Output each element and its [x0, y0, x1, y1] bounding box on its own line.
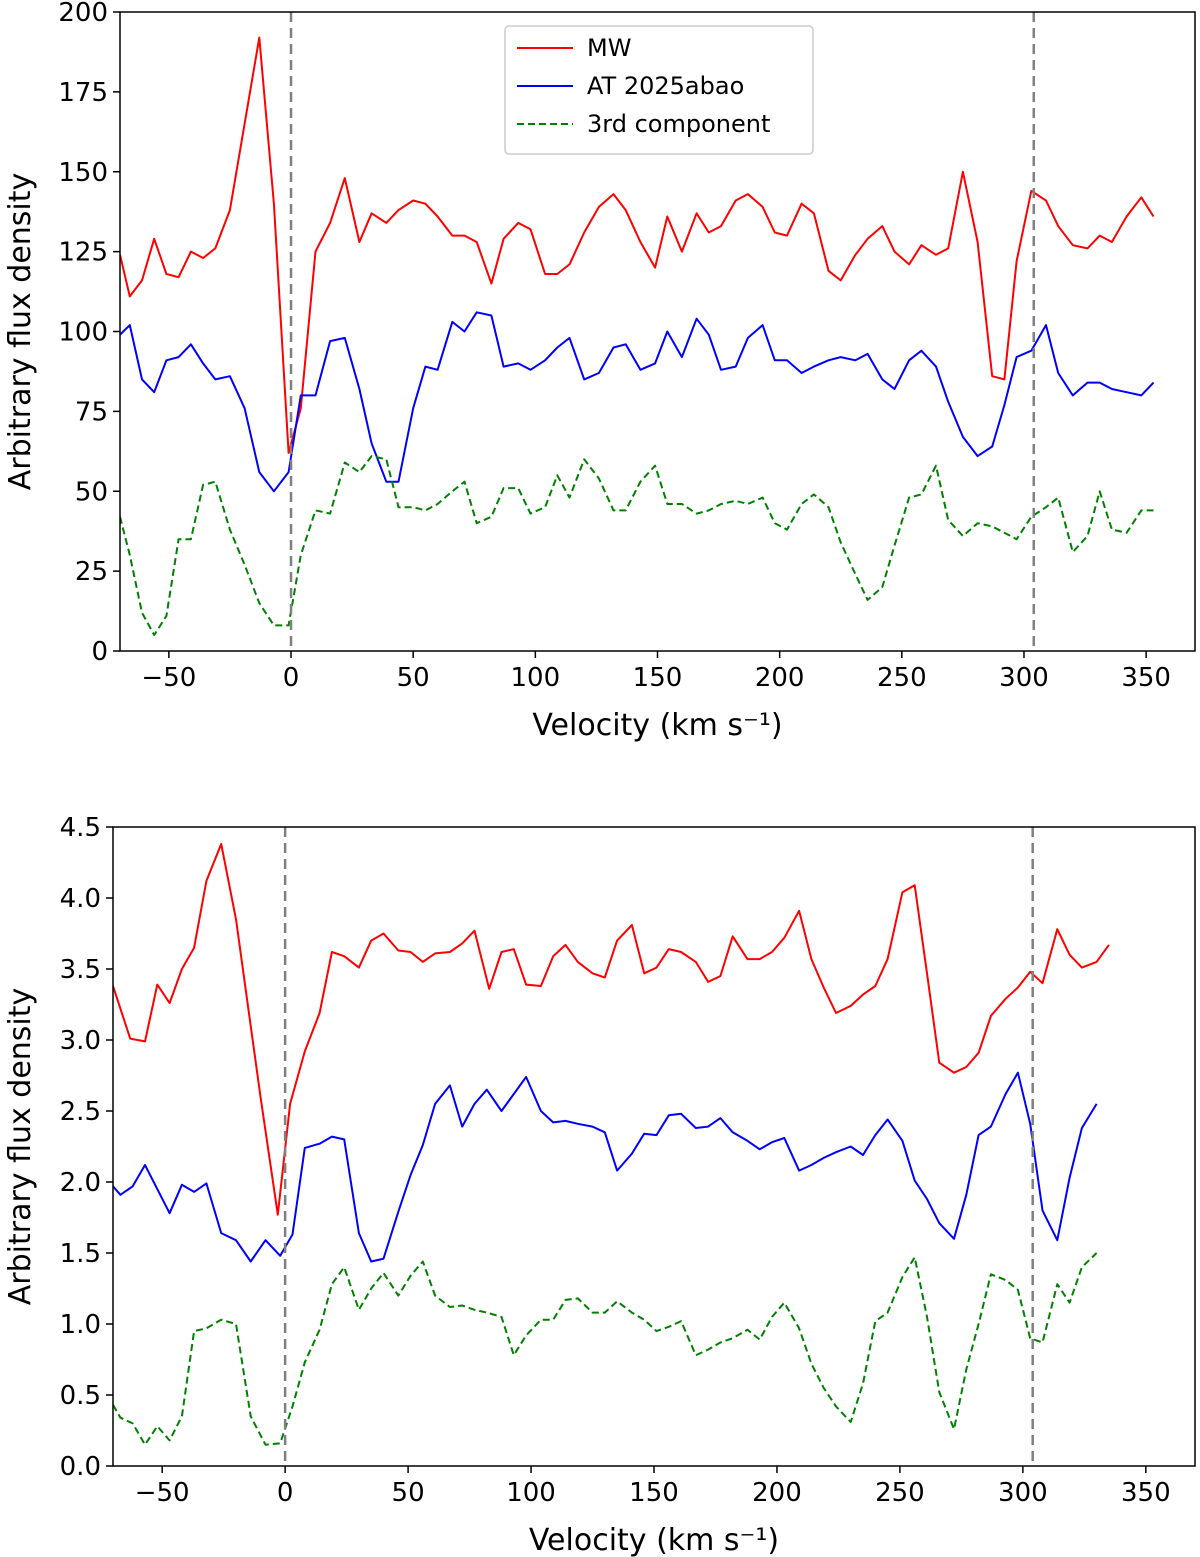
series-line-2 — [113, 1252, 1098, 1446]
x-tick-label: 50 — [392, 1478, 425, 1508]
y-axis-label: Arbitrary flux density — [3, 173, 38, 491]
series-lines — [113, 843, 1110, 1446]
x-tick-label: 250 — [877, 663, 927, 693]
legend-label: MW — [587, 34, 631, 62]
y-tick-label: 75 — [75, 397, 108, 427]
x-tick-label: 250 — [875, 1478, 925, 1508]
y-tick-label: 4.0 — [60, 884, 101, 914]
top-velocity-chart: −50 0 50 100 150 200 250 300 350 0 25 50 75 100 125 150… — [3, 0, 1196, 743]
y-tick-label: 3.0 — [60, 1026, 101, 1056]
series-line-1 — [113, 1071, 1098, 1263]
y-tick-label: 3.5 — [60, 955, 101, 985]
series-line-3rd-component — [120, 455, 1154, 636]
x-tick-label: 200 — [752, 1478, 802, 1508]
x-tick-label: −50 — [141, 663, 196, 693]
y-tick-label: 1.0 — [60, 1310, 101, 1340]
y-tick-label: 175 — [58, 78, 108, 108]
y-tick-label: 125 — [58, 238, 108, 268]
legend-label: 3rd component — [587, 110, 770, 138]
legend-label: AT 2025abao — [587, 72, 744, 100]
x-tick-label: 150 — [633, 663, 683, 693]
y-tick-label: 0.5 — [60, 1381, 101, 1411]
y-tick-label: 4.5 — [60, 813, 101, 843]
x-tick-label: 350 — [1121, 663, 1171, 693]
y-tick-label: 1.5 — [60, 1239, 101, 1269]
y-tick-label: 50 — [75, 477, 108, 507]
y-tick-label: 100 — [58, 318, 108, 348]
x-tick-label: 50 — [397, 663, 430, 693]
legend: MW AT 2025abao 3rd component — [504, 25, 814, 155]
x-axis-label: Velocity (km s⁻¹) — [532, 708, 782, 743]
legend-frame — [504, 25, 814, 155]
x-tick-label: 0 — [277, 1478, 294, 1508]
y-tick-label: 150 — [58, 158, 108, 188]
y-tick-label: 2.5 — [60, 1097, 101, 1127]
y-tick-label: 25 — [75, 557, 108, 587]
series-lines — [120, 36, 1155, 636]
x-tick-label: 350 — [1121, 1478, 1171, 1508]
y-axis-label: Arbitrary flux density — [3, 988, 38, 1306]
x-tick-label: 100 — [511, 663, 561, 693]
series-line-0 — [113, 843, 1110, 1216]
y-tick-label: 0 — [91, 637, 108, 667]
x-axis-label: Velocity (km s⁻¹) — [529, 1523, 779, 1557]
x-tick-label: 0 — [283, 663, 300, 693]
series-line-at-2025abao — [120, 311, 1155, 493]
y-tick-label: 200 — [58, 0, 108, 28]
x-tick-label: 200 — [755, 663, 805, 693]
x-tick-label: 300 — [998, 1478, 1048, 1508]
x-tick-label: 150 — [629, 1478, 679, 1508]
bottom-velocity-chart: −50 0 50 100 150 200 250 300 350 0.0 0.5 1.0 1.5 2.0 2… — [3, 813, 1196, 1557]
y-tick-label: 2.0 — [60, 1168, 101, 1198]
y-tick-label: 0.0 — [60, 1452, 101, 1482]
x-tick-label: 300 — [999, 663, 1049, 693]
x-tick-label: −50 — [135, 1478, 190, 1508]
x-tick-label: 100 — [506, 1478, 556, 1508]
